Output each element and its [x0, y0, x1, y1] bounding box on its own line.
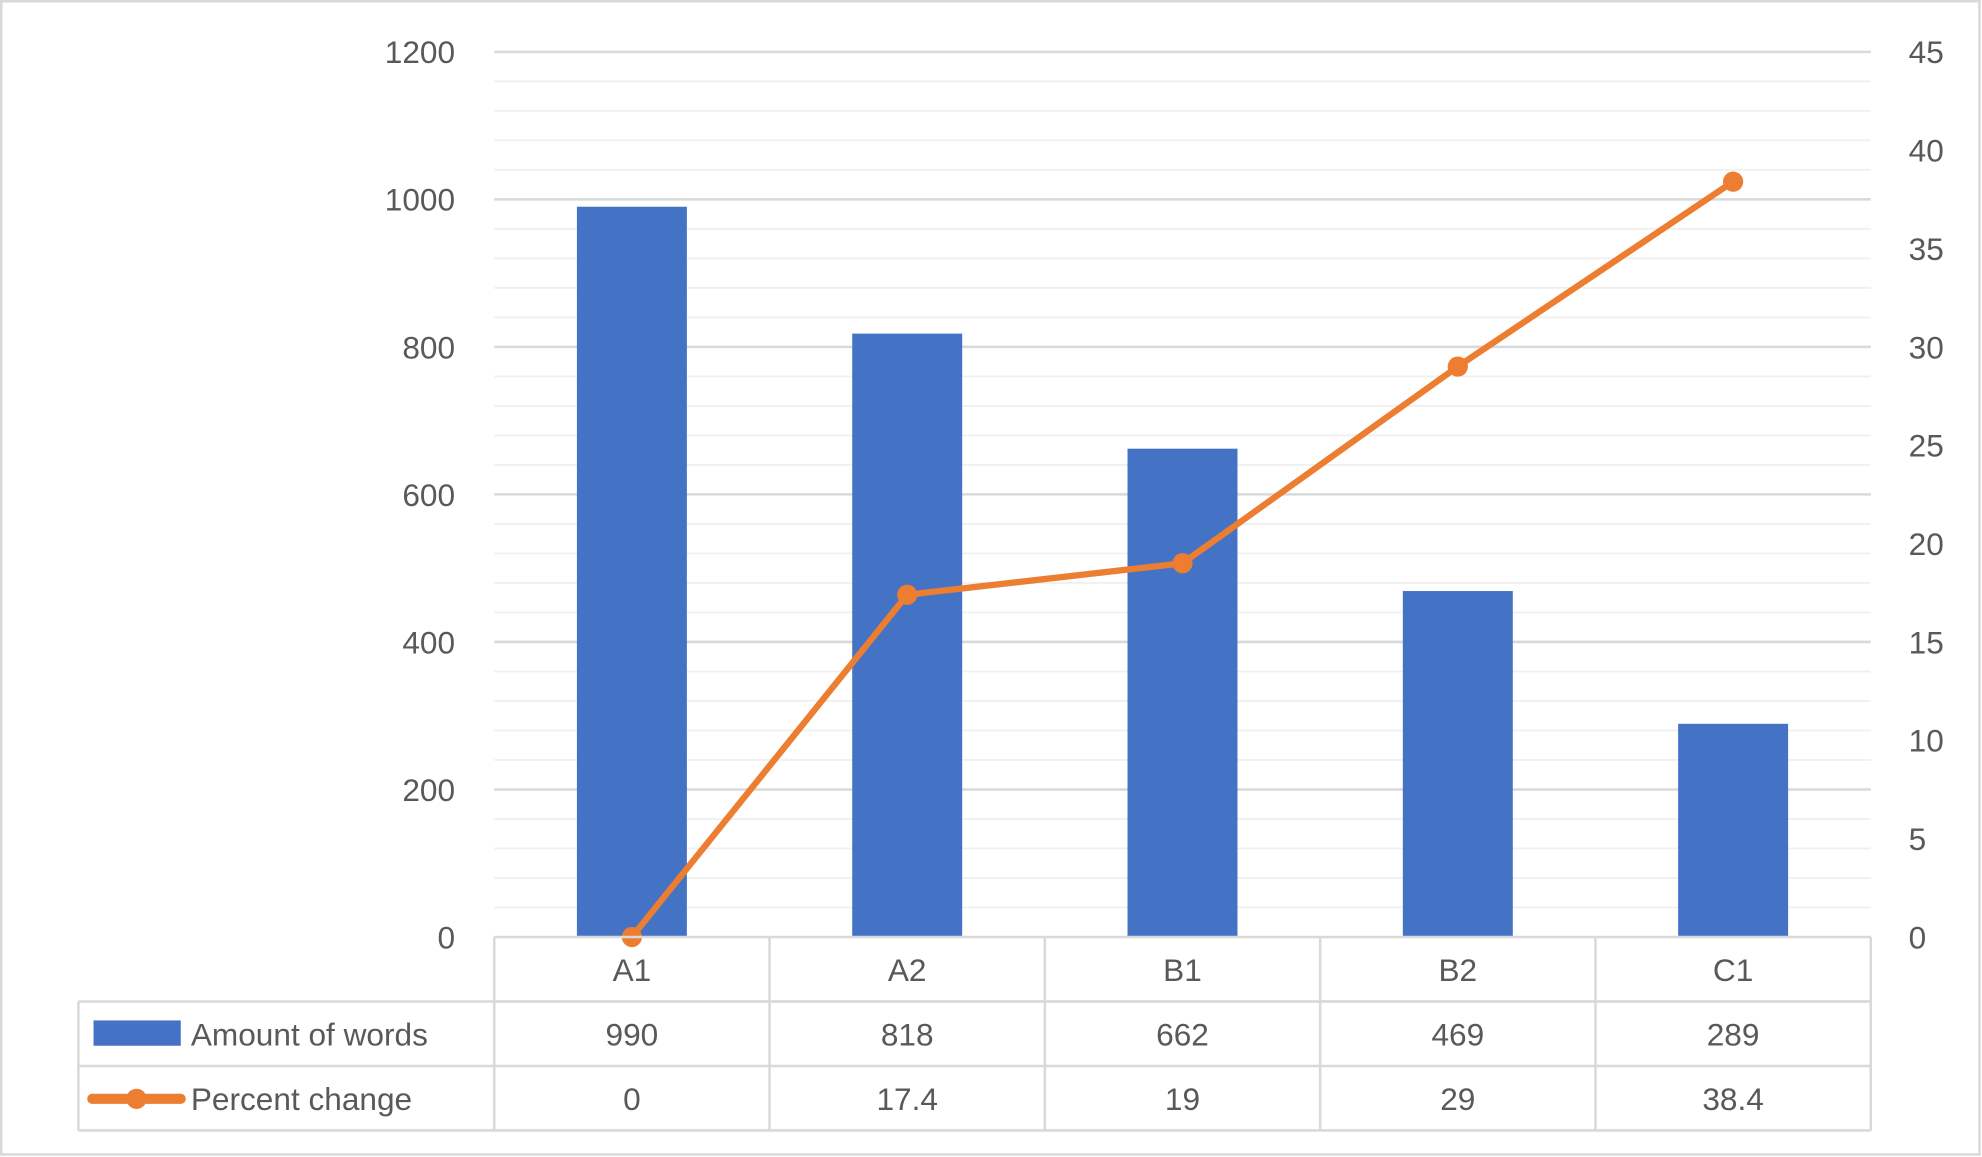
- right-axis-tick-label: 15: [1909, 624, 1944, 660]
- left-axis-tick-label: 0: [437, 919, 455, 955]
- table-cell-words: 469: [1431, 1017, 1484, 1053]
- line-marker-B1: [1172, 553, 1193, 574]
- bar-series: [576, 206, 1789, 937]
- left-axis-tick-label: 600: [402, 477, 455, 513]
- right-axis-tick-label: 35: [1909, 231, 1944, 267]
- legend-key-bar: [93, 1020, 181, 1046]
- left-axis: 0 200 400 600 800 1000 1200: [385, 34, 455, 955]
- bar-A2: [852, 333, 963, 937]
- table-cell-percent: 38.4: [1702, 1081, 1763, 1117]
- table-cell-words: 662: [1156, 1017, 1209, 1053]
- line-marker-B2: [1447, 356, 1468, 377]
- table-cell-words: 289: [1707, 1017, 1760, 1053]
- legend-label-percent: Percent change: [191, 1081, 412, 1117]
- category-label: A2: [888, 952, 927, 988]
- left-axis-tick-label: 1200: [385, 34, 455, 70]
- legend-key-marker: [126, 1088, 147, 1109]
- bar-A1: [576, 206, 687, 937]
- table-cell-percent: 29: [1440, 1081, 1475, 1117]
- right-axis-tick-label: 5: [1909, 821, 1927, 857]
- table-cell-percent: 19: [1165, 1081, 1200, 1117]
- right-axis-tick-label: 25: [1909, 428, 1944, 464]
- table-cell-percent: 17.4: [876, 1081, 937, 1117]
- line-marker-A2: [897, 584, 918, 605]
- data-table: A1 990 0 A2 818 17.4 B1 662 19 B2 469 29 C1 289 38.4 Am…: [77, 935, 1873, 1132]
- right-axis-tick-label: 0: [1909, 919, 1927, 955]
- right-axis: 0 5 10 15 20 25 30 35 40 45: [1909, 34, 1944, 955]
- line-marker-C1: [1723, 171, 1744, 192]
- right-axis-tick-label: 10: [1909, 723, 1944, 759]
- bar-B2: [1402, 591, 1513, 937]
- category-label: B1: [1163, 952, 1202, 988]
- right-axis-tick-label: 30: [1909, 329, 1944, 365]
- right-axis-tick-label: 20: [1909, 526, 1944, 562]
- category-label: C1: [1713, 952, 1753, 988]
- bar-B1: [1127, 448, 1238, 937]
- category-label: B2: [1438, 952, 1477, 988]
- category-label: A1: [613, 952, 652, 988]
- table-cell-words: 818: [881, 1017, 934, 1053]
- left-axis-tick-label: 200: [402, 772, 455, 808]
- bar-C1: [1678, 723, 1789, 937]
- left-axis-tick-label: 800: [402, 329, 455, 365]
- legend-label-words: Amount of words: [191, 1017, 428, 1053]
- left-axis-tick-label: 400: [402, 624, 455, 660]
- right-axis-tick-label: 45: [1909, 34, 1944, 70]
- line-series: [621, 171, 1744, 948]
- left-axis-tick-label: 1000: [385, 182, 455, 218]
- right-axis-tick-label: 40: [1909, 133, 1944, 169]
- table-cell-percent: 0: [623, 1081, 641, 1117]
- table-cell-words: 990: [606, 1017, 659, 1053]
